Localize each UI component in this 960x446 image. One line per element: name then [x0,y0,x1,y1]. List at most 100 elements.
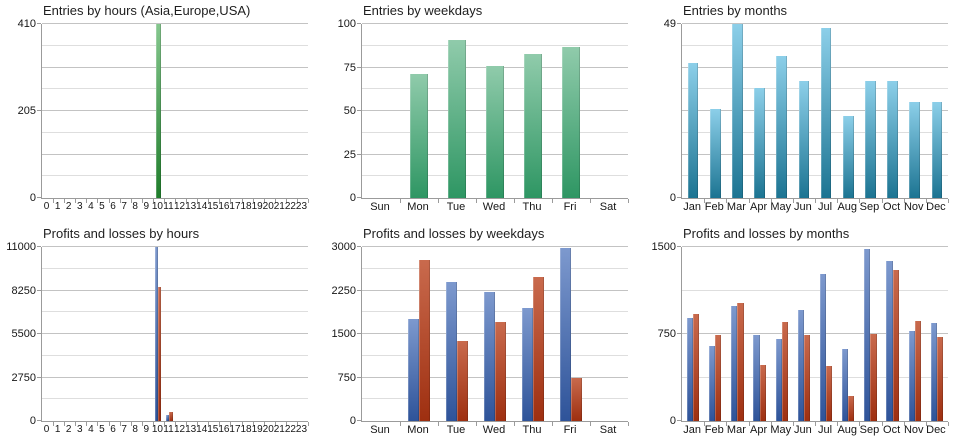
x-axis-label: 7 [121,424,127,435]
x-axis-tick [230,422,232,426]
x-axis-tick [881,422,883,426]
y-axis-label: 410 [17,18,36,30]
x-axis-label: 12 [174,424,186,435]
x-axis-label: 11 [163,201,174,212]
x-axis-label: 19 [251,201,263,212]
x-axis-tick [881,199,883,203]
y-axis-tick [37,110,41,111]
gridline [682,289,948,291]
y-axis-label: 0 [669,415,676,427]
x-axis-tick [53,199,55,203]
x-axis-tick [285,422,287,426]
bar-Mar-blue [731,306,738,421]
y-axis-label: 25 [343,148,356,161]
bar-Feb [709,109,721,198]
x-axis-tick [628,199,629,203]
x-axis-labels: 0 1 2 3 4 5 6 7 8 9 10 11 12 13 14 15 16 17 18 19 20 21 22 23 [41,201,307,215]
plot-area [37,246,309,426]
x-axis-label: Thu [522,424,542,436]
y-axis-tick [677,333,681,334]
chart-profits-losses-by-hours: Profits and losses by hours 0 1 2 3 4 5 6 7 8 9 10… [0,223,320,446]
bar-Jul-red [826,366,833,421]
x-axis-tick [197,422,199,426]
chart-title: Entries by hours (Asia,Europe,USA) [43,3,251,18]
y-axis-tick [357,289,361,291]
x-axis-tick [219,422,221,426]
x-axis-label: Dec [926,424,946,436]
y-axis-label: 3000 [331,241,356,253]
x-axis-tick [590,199,591,203]
bar-May-red [781,321,788,421]
x-axis-tick [628,422,629,426]
x-axis-label: Tue [446,424,466,436]
x-axis-label: 8 [132,424,138,435]
bar-Wed [485,65,505,198]
y-axis-label: 205 [17,105,36,117]
gridline [42,354,308,356]
bar-10 [155,24,162,198]
bar-Mar [732,24,743,198]
x-axis-label: 13 [185,201,197,212]
bar-Wed-blue [484,291,495,421]
x-axis-label: Thu [522,201,542,213]
x-axis-label: 15 [207,424,219,435]
x-axis-label: 14 [196,201,208,212]
gridline [42,131,308,133]
chart-entries-by-weekdays: Entries by weekdays Sun Mon Tue Wed Thu Fri Sa… [320,0,640,223]
x-axis-tick [141,199,143,203]
x-axis-label: 4 [88,424,94,435]
x-axis-label: 18 [240,424,252,435]
y-axis-label: 0 [669,192,676,204]
bar-Oct [887,80,898,198]
bar-Thu-blue [522,308,533,421]
x-axis-label: Nov [903,201,924,213]
x-axis-tick [400,422,401,426]
x-axis-label: 6 [110,424,116,435]
x-axis-tick [219,199,221,203]
x-axis-label: 21 [273,424,285,435]
bar-Tue-red [457,340,468,421]
x-axis-label: 14 [196,424,208,435]
chart-entries-by-months: Entries by months Jan Feb Mar Apr May Jun Jul A… [640,0,960,223]
x-axis-tick [163,422,165,426]
x-axis-label: 9 [143,201,150,212]
bar-Sep-blue [864,249,871,421]
x-axis-tick [815,422,816,426]
x-axis-tick [263,422,265,426]
gridline [362,311,628,313]
gridline [42,289,308,291]
y-axis-label: 5500 [11,328,36,340]
x-axis-label: 8 [132,201,138,212]
x-axis-label: 20 [262,424,274,435]
bar-Feb-red [715,334,722,421]
x-axis-tick [75,422,77,426]
x-axis-label: 6 [110,201,116,212]
x-axis-tick [163,199,165,203]
x-axis-tick [252,199,254,203]
x-axis-label: Feb [704,201,724,213]
y-axis-tick [37,376,41,378]
gridline [682,153,948,155]
y-axis-tick [37,246,41,247]
x-axis-tick [704,199,706,203]
x-axis-label: 17 [229,201,241,212]
x-axis-label: May [770,424,792,436]
x-axis-label: Jul [818,201,833,213]
x-axis-label: Nov [903,424,924,436]
gridline [682,246,948,247]
x-axis-labels: Jan Feb Mar Apr May Jun Jul Aug Sep Oct Nov Dec [681,424,947,438]
x-axis-label: Aug [837,424,858,436]
x-axis-label: May [770,201,792,213]
x-axis-tick [792,422,794,426]
bar-Apr [754,87,765,198]
x-axis-tick [64,199,66,203]
plot-area [357,23,629,203]
x-axis-label: 22 [284,201,296,212]
x-axis-label: 0 [43,201,50,212]
x-axis-tick [186,199,188,203]
x-axis-label: 19 [251,424,263,435]
x-axis-label: Sun [370,424,390,436]
gridline [42,23,308,24]
y-axis-tick [357,110,361,111]
gridline [682,131,948,133]
